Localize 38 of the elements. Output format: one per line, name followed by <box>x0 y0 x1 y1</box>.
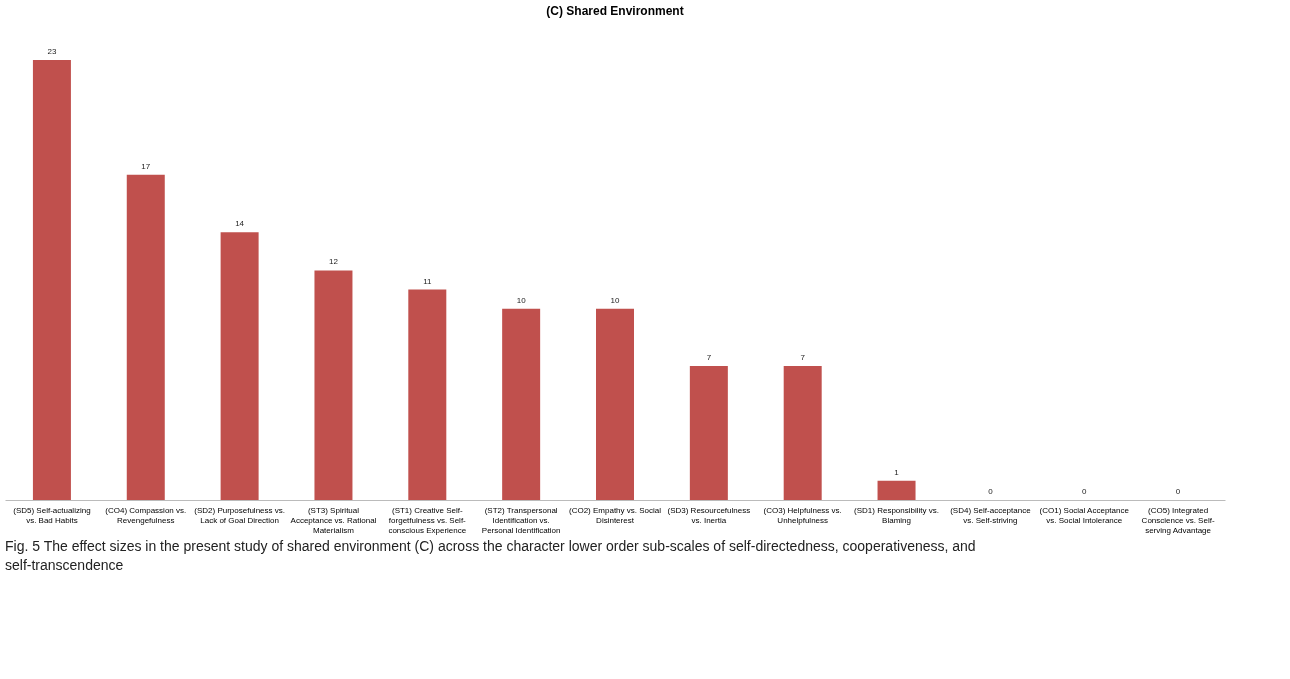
bar <box>32 60 71 500</box>
data-label: 12 <box>329 257 339 267</box>
x-tick-label: (SD4) Self-acceptance vs. Self-striving <box>950 505 1032 525</box>
x-tick-label: (CO3) Helpfulness vs. Unhelpfulness <box>763 505 842 525</box>
x-tick-label: (ST1) Creative Self-forgetfulness vs. Self-conscious Experience <box>388 505 467 535</box>
data-label: 14 <box>235 219 245 229</box>
x-tick-label: (CO4) Compassion vs. Revengefulness <box>105 505 187 525</box>
data-label: 10 <box>610 295 620 305</box>
data-label: 23 <box>47 47 57 56</box>
data-label: 0 <box>1175 487 1181 496</box>
bar <box>502 308 541 500</box>
data-label: 7 <box>706 353 712 363</box>
x-tick-label: (CO1) Social Acceptance vs. Social Intolerance <box>1039 505 1130 525</box>
data-label: 10 <box>516 295 527 305</box>
bar <box>220 232 259 500</box>
x-tick-label: (SD3) Resourcefulness vs. Inertia <box>667 505 751 525</box>
x-tick-label: (ST2) Transpersonal Identification vs. Personal Identification <box>481 505 561 535</box>
bar <box>314 270 353 500</box>
x-tick-label: (SD2) Purposefulness vs. Lack of Goal Direction <box>194 505 285 525</box>
data-label: 11 <box>423 276 433 286</box>
bar <box>408 289 447 500</box>
x-tick-label: (ST3) Spiritual Acceptance vs. Rational Materialism <box>290 505 377 535</box>
x-tick-label: (CO5) Integrated Conscience vs. Self-serving Advantage <box>1141 505 1215 535</box>
data-label: 7 <box>800 353 806 363</box>
data-label: 17 <box>141 161 151 171</box>
bar <box>126 174 165 500</box>
caption: Fig. 5 The effect sizes in the present study of shared environment (C) across the character lower order sub-scales of self-directedness, cooperativeness, and self-transcendence <box>5 538 976 573</box>
x-tick-label: (SD1) Responsibility vs. Blaming <box>854 505 939 525</box>
bar <box>689 366 728 500</box>
data-label: 0 <box>988 487 994 496</box>
x-tick-label: (SD5) Self-actualizing vs. Bad Habits <box>13 505 91 525</box>
data-label: 1 <box>894 467 900 477</box>
bar <box>596 308 634 500</box>
x-tick-label: (CO2) Empathy vs. Social Disinterest <box>568 505 662 525</box>
bar <box>783 366 822 500</box>
chart-title: (C) Shared Environment <box>546 4 684 18</box>
data-label: 0 <box>1082 487 1087 496</box>
bar <box>877 480 916 500</box>
